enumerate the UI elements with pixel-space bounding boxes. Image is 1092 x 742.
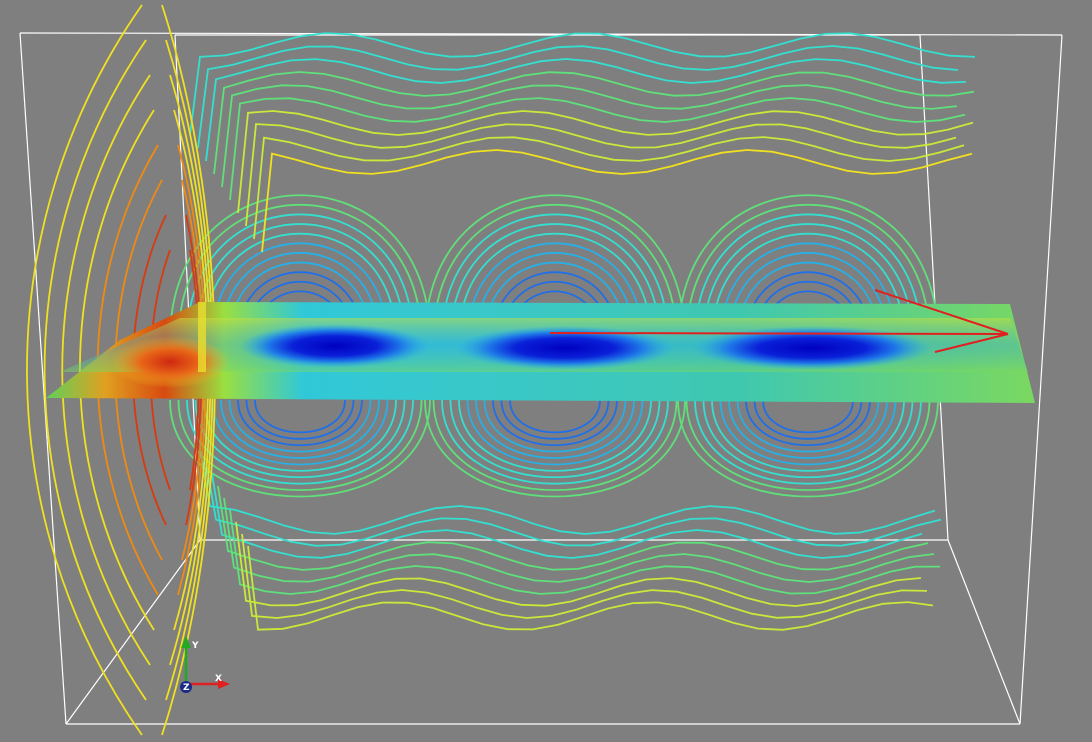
outer-contour-upper — [237, 110, 974, 214]
vortex-contour-lower — [745, 399, 871, 447]
vortex-contour-lower — [711, 399, 905, 472]
vortex-contour-lower — [509, 399, 601, 434]
vortex-contour-upper — [211, 242, 389, 341]
vortex-contour-lower — [441, 399, 669, 485]
outer-contour-upper — [253, 136, 965, 240]
vortex-contour-upper — [466, 242, 644, 341]
vortex-contour-lower — [736, 399, 880, 453]
vortex-contour-upper — [702, 223, 914, 341]
outer-contour-lower — [247, 545, 934, 631]
vortex-contour-lower — [432, 399, 678, 492]
vortex-contour-lower — [728, 399, 888, 459]
outer-contour-lower — [241, 533, 928, 619]
vortex-contour-upper — [169, 194, 431, 341]
outer-contour-lower — [217, 485, 929, 571]
upstream-contour — [43, 39, 147, 701]
z-axis-marker — [180, 681, 192, 693]
outer-contour-upper — [213, 71, 975, 175]
orientation-axes-widget: Y X Z — [180, 636, 230, 693]
vortex-contour-lower — [685, 399, 931, 492]
outer-contour-lower — [199, 449, 936, 535]
vortex-contour-upper — [441, 213, 669, 341]
outer-contour-lower — [229, 509, 941, 595]
vortex-contour-upper — [424, 194, 686, 341]
x-axis-label: X — [215, 674, 222, 684]
vortex-contour-upper — [203, 232, 397, 341]
vortex-contour-lower — [211, 399, 389, 466]
z-axis-label: Z — [183, 683, 190, 693]
vortex-contour-lower — [237, 399, 363, 447]
outer-contour-upper — [197, 45, 959, 149]
vortex-contour-lower — [245, 399, 355, 440]
vortex-contour-lower — [483, 399, 627, 453]
vortex-contour-lower — [762, 399, 854, 434]
vortex-contour-lower — [177, 399, 423, 492]
vortex-contour-upper — [711, 232, 905, 341]
vortex-contour-lower — [719, 399, 897, 466]
vortex-contour-upper — [458, 232, 652, 341]
vortex-contour-lower — [449, 399, 661, 479]
vortex-contour-lower — [475, 399, 635, 459]
vortex-contour-lower — [500, 399, 610, 440]
y-axis-arrowhead — [181, 636, 191, 648]
vortex-contour-upper — [719, 242, 897, 341]
outer-contour-lower — [235, 521, 922, 607]
upstream-contour — [61, 74, 151, 666]
outer-contour-upper — [229, 97, 966, 201]
outer-contour-upper — [261, 149, 973, 253]
outer-contour-lower — [223, 497, 935, 583]
outer-contour-upper — [245, 123, 957, 227]
vortex-contour-upper — [432, 204, 678, 341]
outer-contour-upper — [205, 58, 967, 162]
outer-contour-lower — [211, 473, 923, 559]
vortex-contour-lower — [702, 399, 914, 479]
vortex-contour-upper — [475, 252, 635, 341]
y-axis-label: Y — [191, 641, 199, 651]
vortex-contour-upper — [694, 213, 922, 341]
vortex-contour-lower — [458, 399, 652, 472]
vortex-contour-lower — [169, 399, 431, 498]
x-axis-arrowhead — [218, 679, 230, 689]
vortex-contour-lower — [228, 399, 372, 453]
vortex-contour-upper — [177, 204, 423, 341]
flow-direction-arrow — [549, 289, 1009, 353]
vortex-contour-upper — [449, 223, 661, 341]
outer-contour-lower — [205, 461, 942, 547]
vortex-contour-lower — [424, 399, 686, 498]
vortex-contour-lower — [753, 399, 863, 440]
vortex-contour-upper — [220, 252, 380, 341]
horizontal-slice-plane — [46, 302, 1035, 403]
vortex-contour-lower — [220, 399, 380, 459]
vortex-contour-lower — [466, 399, 644, 466]
bounding-box — [19, 32, 1063, 725]
vortex-contour-upper — [728, 252, 888, 341]
vortex-contour-lower — [694, 399, 922, 485]
vortex-contour-upper — [685, 204, 931, 341]
upstream-contour — [26, 4, 143, 736]
vortex-contour-upper — [194, 223, 406, 341]
outer-contour-upper — [189, 32, 976, 136]
vortex-contour-lower — [254, 399, 346, 434]
vortex-contour-upper — [677, 194, 939, 341]
outer-contour-upper — [221, 84, 958, 188]
vortex-contour-lower — [677, 399, 939, 498]
vortex-contour-lower — [492, 399, 618, 447]
